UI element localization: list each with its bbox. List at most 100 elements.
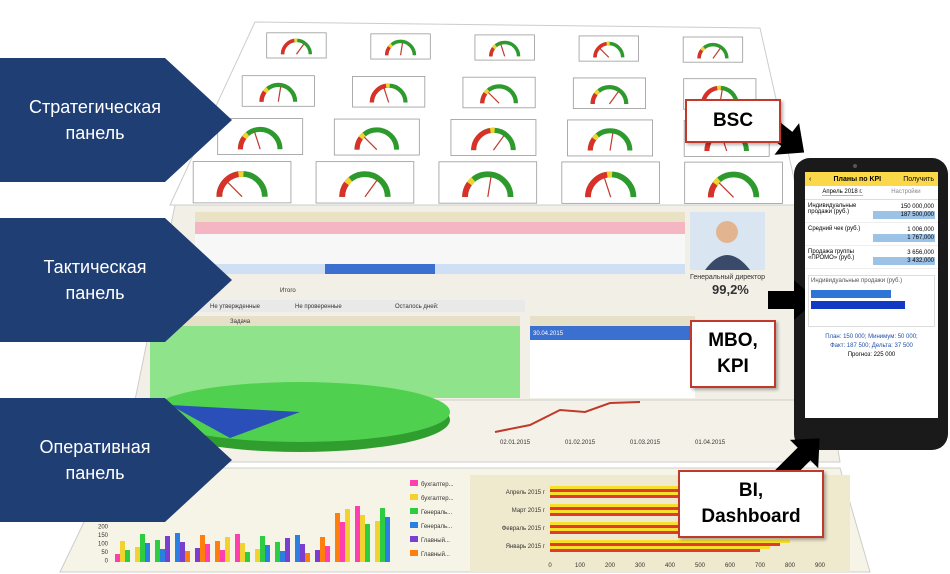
mini-bar <box>811 290 891 298</box>
x-tick-label: 600 <box>725 563 736 569</box>
category-label: Январь 2015 г <box>506 544 546 550</box>
bar <box>375 521 380 562</box>
hbar <box>550 531 760 534</box>
y-tick-label: 50 <box>101 550 108 556</box>
gauge-needle <box>363 136 378 151</box>
bar <box>135 547 140 562</box>
bar <box>115 554 120 562</box>
gauge-needle <box>609 132 614 151</box>
bar <box>260 536 265 562</box>
bar <box>140 534 145 562</box>
back[interactable]: ‹ <box>809 175 812 183</box>
legend-label: Генераль... <box>421 510 452 516</box>
kpi-label: Индивидуальные продажи (руб.) <box>808 203 857 215</box>
gauge-needle <box>227 181 243 198</box>
legend-swatch <box>410 508 418 514</box>
phone-screen: ‹ Планы по KPI Получить Апрель 2018 г. Нас… <box>805 172 938 418</box>
gauge-needle <box>608 91 619 105</box>
x-tick-label: 400 <box>665 563 676 569</box>
gauge-arc-red <box>280 38 295 55</box>
category-label: Март 2015 г <box>512 508 546 514</box>
bar <box>360 515 365 562</box>
camera <box>853 164 857 168</box>
gauge-needle <box>487 92 500 104</box>
gauge-frame <box>578 35 639 62</box>
gauge-arc-yellow <box>492 44 498 50</box>
kpi-fact: 187 500,000 <box>873 211 935 219</box>
x-label: 01.02.2015 <box>565 440 596 446</box>
table-header <box>195 212 685 222</box>
panel-label: Оперативная панель <box>39 437 151 483</box>
y-tick-label: 0 <box>105 559 109 565</box>
hbar <box>550 486 790 489</box>
bar <box>185 551 190 562</box>
gauge-needle <box>500 44 506 57</box>
kpi-rows: Индивидуальные продажи (руб.) 150 000,00… <box>805 200 938 269</box>
bar <box>220 550 225 562</box>
legend-swatch <box>410 494 418 500</box>
kpi-row: Индивидуальные продажи (руб.) 150 000,00… <box>805 200 938 223</box>
x-label: 01.03.2015 <box>630 440 661 446</box>
get-button[interactable]: Получить <box>903 175 934 183</box>
gauge-arc-red <box>471 128 491 151</box>
x-label: 01.04.2015 <box>695 440 726 446</box>
legend-label: Главный... <box>421 551 450 558</box>
y-tick-label: 100 <box>98 542 109 548</box>
gauge-arc-yellow <box>242 132 250 140</box>
legend-swatch <box>410 480 418 486</box>
legend-swatch <box>410 550 418 556</box>
summary-line: Факт: 187 500; Дельта: 37 500 <box>830 343 913 349</box>
x-tick-label: 0 <box>548 563 552 569</box>
bar <box>325 546 330 562</box>
tab[interactable]: Апрель 2018 г. <box>822 189 863 196</box>
hbar <box>550 492 770 495</box>
bar <box>340 522 345 562</box>
kpi-values: 1 006,000 1 767,000 <box>873 226 935 242</box>
tab[interactable]: Настройки <box>891 189 921 195</box>
gauge-needle <box>712 47 721 59</box>
detail-body <box>530 340 695 398</box>
bar <box>295 535 300 562</box>
legend-label: Генераль... <box>421 524 452 530</box>
gauge-arc-red <box>489 47 495 57</box>
callout: BSC <box>685 99 781 143</box>
line <box>494 401 641 433</box>
bar <box>265 545 270 562</box>
app-title: Планы по KPI <box>833 175 882 183</box>
bar <box>245 552 250 562</box>
gauge-frame <box>474 34 535 61</box>
x-tick-label: 300 <box>635 563 646 569</box>
kpi-fact: 3 432,000 <box>873 257 935 265</box>
gauge-arc-yellow <box>358 132 366 140</box>
bar <box>315 550 320 562</box>
hbar <box>550 495 760 498</box>
kpi-row: Продажа группы «ПРОМО» (руб.) 3 656,000 3… <box>805 246 938 269</box>
gauge-needle <box>399 42 404 56</box>
hbar <box>550 507 780 510</box>
bar <box>205 544 210 562</box>
table-row <box>195 264 685 274</box>
detail-row <box>530 326 695 340</box>
gauge-arc-red <box>369 83 387 103</box>
bar <box>240 543 245 562</box>
kpi-values: 3 656,000 3 432,000 <box>873 249 935 265</box>
bar <box>160 549 165 562</box>
kpi-values: 150 000,000 187 500,000 <box>873 203 935 219</box>
gauge-frame <box>682 36 744 63</box>
mini-chart: Индивидуальные продажи (руб.) <box>808 275 935 327</box>
bar <box>275 542 280 562</box>
y-tick-label: 200 <box>98 525 109 531</box>
gauge-needle <box>718 182 734 198</box>
kpi-plan: 150 000,000 <box>900 204 934 210</box>
legend-swatch <box>410 536 418 542</box>
summary-line: Прогноз: 225 000 <box>847 352 896 358</box>
gauge-arc-red <box>585 171 608 198</box>
bar <box>120 541 125 562</box>
gauge-needle <box>383 87 390 103</box>
hbar <box>550 489 780 492</box>
gauge-needle <box>295 43 305 55</box>
bar <box>225 537 230 562</box>
gauge-arc-yellow <box>700 46 706 52</box>
pie-slice <box>170 405 300 438</box>
